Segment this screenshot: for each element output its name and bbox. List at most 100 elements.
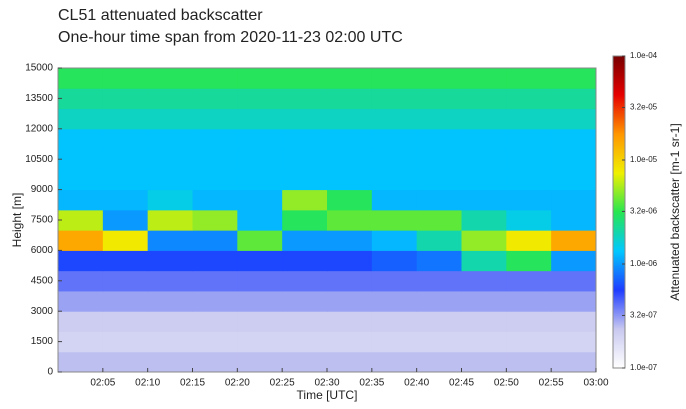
heatmap-cell bbox=[506, 230, 552, 251]
heatmap-cell bbox=[371, 189, 418, 211]
heatmap-cell bbox=[237, 209, 283, 231]
heatmap-cell bbox=[327, 331, 373, 353]
heatmap-cell bbox=[147, 351, 193, 373]
heatmap-cell bbox=[147, 311, 193, 332]
heatmap-cell bbox=[102, 108, 149, 130]
heatmap-cell bbox=[506, 290, 552, 312]
heatmap-cell bbox=[506, 189, 552, 211]
heatmap-cell bbox=[102, 169, 149, 191]
heatmap-cell bbox=[506, 88, 552, 110]
heatmap-cell bbox=[551, 209, 597, 231]
heatmap-cell bbox=[371, 68, 418, 89]
heatmap-cell bbox=[371, 290, 418, 312]
heatmap-cell bbox=[102, 270, 149, 292]
heatmap-cell bbox=[192, 209, 238, 231]
heatmap-cell bbox=[58, 351, 104, 373]
heatmap-cell bbox=[58, 290, 104, 312]
heatmap-cell bbox=[237, 88, 283, 110]
heatmap-cell bbox=[58, 311, 104, 332]
heatmap-cell bbox=[461, 68, 507, 89]
heatmap-cell bbox=[416, 351, 462, 373]
heatmap-cell bbox=[237, 108, 283, 130]
heatmap-cell bbox=[282, 128, 328, 150]
heatmap-cell bbox=[371, 88, 418, 110]
heatmap-cell bbox=[461, 230, 507, 251]
heatmap-cell bbox=[461, 311, 507, 332]
heatmap-cell bbox=[237, 331, 283, 353]
heatmap-cell bbox=[102, 88, 149, 110]
heatmap-cell bbox=[237, 250, 283, 272]
heatmap-cell bbox=[371, 331, 418, 353]
heatmap-cell bbox=[282, 209, 328, 231]
heatmap-cell bbox=[282, 311, 328, 332]
heatmap-cell bbox=[327, 68, 373, 89]
heatmap-cell bbox=[282, 68, 328, 89]
colorbar-tick-label: 3.2e-07 bbox=[630, 311, 658, 320]
heatmap-cell bbox=[147, 270, 193, 292]
heatmap-cell bbox=[58, 209, 104, 231]
heatmap-cell bbox=[461, 128, 507, 150]
heatmap-cell bbox=[416, 311, 462, 332]
heatmap-cell bbox=[416, 169, 462, 191]
heatmap-cell bbox=[58, 250, 104, 272]
heatmap-cell bbox=[506, 331, 552, 353]
heatmap-cell bbox=[327, 209, 373, 231]
heatmap-cell bbox=[551, 351, 597, 373]
heatmap-cell bbox=[58, 88, 104, 110]
heatmap-cell bbox=[282, 108, 328, 130]
y-tick-label: 15000 bbox=[25, 63, 53, 74]
heatmap-cell bbox=[147, 68, 193, 89]
heatmap-cell bbox=[237, 169, 283, 191]
heatmap-cell bbox=[147, 209, 193, 231]
heatmap-cell bbox=[461, 169, 507, 191]
heatmap-cell bbox=[327, 189, 373, 211]
heatmap-cell bbox=[506, 149, 552, 170]
colorbar-tick-label: 3.2e-06 bbox=[630, 207, 658, 216]
heatmap-cell bbox=[371, 351, 418, 373]
heatmap-cell bbox=[282, 351, 328, 373]
heatmap-cell bbox=[551, 149, 597, 170]
heatmap-cell bbox=[551, 88, 597, 110]
heatmap-cell bbox=[551, 68, 597, 89]
heatmap-cell bbox=[58, 128, 104, 150]
heatmap-cell bbox=[461, 189, 507, 211]
heatmap-cell bbox=[506, 270, 552, 292]
heatmap-cell bbox=[416, 108, 462, 130]
heatmap-cell bbox=[327, 270, 373, 292]
y-tick-label: 10500 bbox=[25, 154, 53, 165]
heatmap-cell bbox=[551, 189, 597, 211]
heatmap-cell bbox=[237, 149, 283, 170]
heatmap-cell bbox=[371, 270, 418, 292]
heatmap-cell bbox=[282, 169, 328, 191]
heatmap-cell bbox=[58, 230, 104, 251]
heatmap-cell bbox=[147, 189, 193, 211]
heatmap-cell bbox=[551, 311, 597, 332]
heatmap-cell bbox=[192, 149, 238, 170]
heatmap-cell bbox=[327, 108, 373, 130]
y-tick-label: 3000 bbox=[31, 306, 54, 317]
heatmap-cell bbox=[192, 230, 238, 251]
heatmap-cell bbox=[147, 250, 193, 272]
heatmap-cell bbox=[506, 250, 552, 272]
y-tick-label: 1500 bbox=[31, 336, 54, 347]
heatmap-cell bbox=[327, 128, 373, 150]
heatmap-cell bbox=[147, 290, 193, 312]
heatmap-cell bbox=[237, 128, 283, 150]
heatmap-cell bbox=[147, 108, 193, 130]
colorbar-tick-label: 1.0e-04 bbox=[630, 51, 658, 60]
x-tick-label: 02:40 bbox=[404, 378, 429, 389]
heatmap-cell bbox=[327, 230, 373, 251]
heatmap-cell bbox=[192, 331, 238, 353]
heatmap-cell bbox=[371, 311, 418, 332]
y-tick-label: 12000 bbox=[25, 123, 53, 134]
heatmap-cell bbox=[192, 250, 238, 272]
heatmap-cell bbox=[237, 351, 283, 373]
heatmap-cell bbox=[416, 331, 462, 353]
y-axis-label: Height [m] bbox=[10, 193, 24, 248]
heatmap-cell bbox=[416, 209, 462, 231]
heatmap-cell bbox=[237, 68, 283, 89]
x-tick-label: 03:00 bbox=[583, 378, 608, 389]
heatmap-cell bbox=[506, 128, 552, 150]
heatmap-cell bbox=[102, 128, 149, 150]
